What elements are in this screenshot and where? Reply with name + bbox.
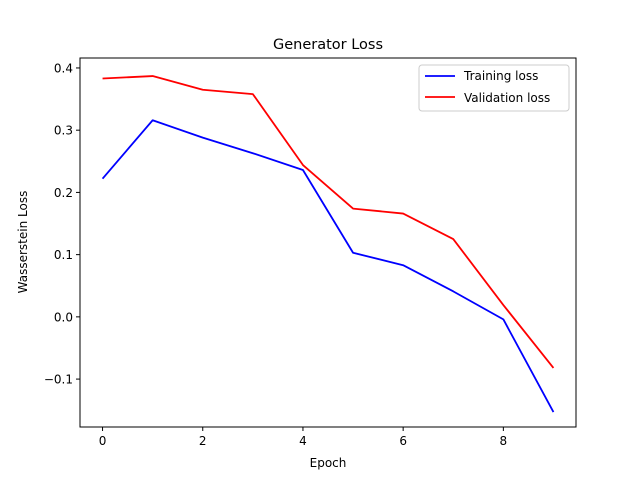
x-axis: 0 2 4 6 8 [99,427,507,448]
chart-title: Generator Loss [273,37,383,53]
legend-label-validation: Validation loss [464,91,550,105]
y-tick-label: 0.2 [54,186,73,200]
y-tick-label: −0.1 [44,373,73,387]
x-tick-label: 0 [99,434,107,448]
y-axis-label: Wasserstein Loss [16,191,30,294]
series-line-0 [101,119,555,413]
x-axis-label: Epoch [310,456,347,470]
series-layer [101,75,555,413]
x-tick-label: 2 [199,434,207,448]
legend-label-training: Training loss [463,69,538,83]
series-line-1 [102,75,555,369]
x-tick-label: 8 [500,434,508,448]
y-axis: −0.1 0.0 0.1 0.2 0.3 0.4 [44,61,80,387]
x-tick-label: 6 [399,434,407,448]
legend-box [418,64,570,112]
y-tick-label: 0.0 [54,310,73,324]
y-tick-label: 0.4 [54,61,73,75]
legend: Training loss Validation loss [418,64,570,112]
y-tick-label: 0.3 [54,124,73,138]
plot-frame [79,57,577,428]
y-tick-label: 0.1 [54,248,73,262]
x-tick-label: 4 [299,434,307,448]
